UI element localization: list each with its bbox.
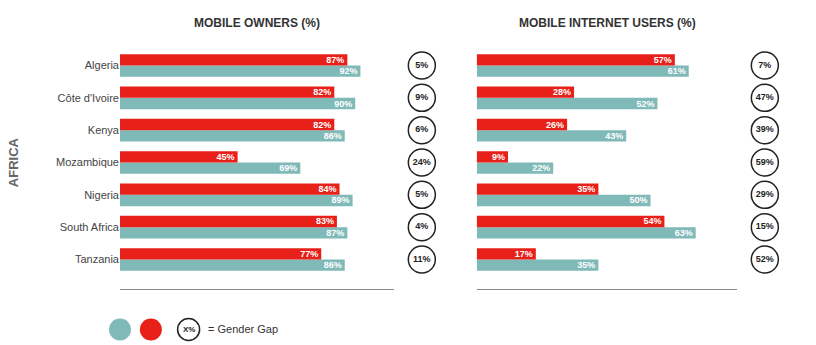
svg-text:X%: X% — [183, 325, 195, 334]
svg-text:87%: 87% — [326, 228, 344, 238]
svg-text:Algeria: Algeria — [85, 59, 120, 71]
svg-text:Côte d'Ivoire: Côte d'Ivoire — [58, 92, 119, 104]
svg-text:Mozambique: Mozambique — [56, 156, 119, 168]
svg-text:= Gender Gap: = Gender Gap — [208, 323, 278, 335]
svg-text:82%: 82% — [313, 87, 331, 97]
svg-text:5%: 5% — [415, 60, 428, 70]
svg-text:61%: 61% — [668, 66, 686, 76]
svg-text:MOBILE INTERNET USERS (%): MOBILE INTERNET USERS (%) — [519, 16, 696, 30]
svg-text:28%: 28% — [553, 87, 571, 97]
svg-text:47%: 47% — [756, 92, 774, 102]
svg-text:5%: 5% — [415, 189, 428, 199]
svg-text:57%: 57% — [654, 55, 672, 65]
svg-text:92%: 92% — [339, 66, 357, 76]
svg-text:54%: 54% — [643, 216, 661, 226]
svg-text:43%: 43% — [605, 131, 623, 141]
svg-text:Kenya: Kenya — [88, 124, 120, 136]
svg-text:15%: 15% — [756, 221, 774, 231]
svg-text:82%: 82% — [313, 120, 331, 130]
svg-text:87%: 87% — [326, 55, 344, 65]
svg-text:69%: 69% — [279, 163, 297, 173]
svg-text:35%: 35% — [577, 260, 595, 270]
svg-text:89%: 89% — [332, 195, 350, 205]
svg-text:MOBILE OWNERS (%): MOBILE OWNERS (%) — [194, 16, 320, 30]
svg-text:45%: 45% — [217, 152, 235, 162]
svg-text:Nigeria: Nigeria — [84, 189, 120, 201]
svg-text:52%: 52% — [756, 254, 774, 264]
svg-text:86%: 86% — [324, 131, 342, 141]
svg-text:24%: 24% — [413, 157, 431, 167]
svg-text:9%: 9% — [415, 92, 428, 102]
svg-text:52%: 52% — [636, 99, 654, 109]
svg-text:59%: 59% — [756, 157, 774, 167]
svg-text:17%: 17% — [515, 249, 533, 259]
svg-text:26%: 26% — [546, 120, 564, 130]
svg-text:11%: 11% — [413, 254, 431, 264]
svg-text:6%: 6% — [415, 124, 428, 134]
svg-text:84%: 84% — [319, 184, 337, 194]
svg-text:29%: 29% — [756, 189, 774, 199]
svg-text:AFRICA: AFRICA — [6, 137, 21, 187]
svg-text:50%: 50% — [629, 195, 647, 205]
svg-text:4%: 4% — [415, 221, 428, 231]
svg-text:77%: 77% — [300, 249, 318, 259]
svg-text:South Africa: South Africa — [60, 221, 120, 233]
svg-text:39%: 39% — [756, 124, 774, 134]
svg-text:9%: 9% — [492, 152, 505, 162]
svg-text:83%: 83% — [316, 216, 334, 226]
svg-text:22%: 22% — [532, 163, 550, 173]
svg-text:63%: 63% — [675, 228, 693, 238]
svg-text:7%: 7% — [758, 60, 771, 70]
svg-text:86%: 86% — [324, 260, 342, 270]
svg-text:90%: 90% — [334, 99, 352, 109]
svg-text:Tanzania: Tanzania — [75, 253, 120, 265]
svg-text:35%: 35% — [577, 184, 595, 194]
